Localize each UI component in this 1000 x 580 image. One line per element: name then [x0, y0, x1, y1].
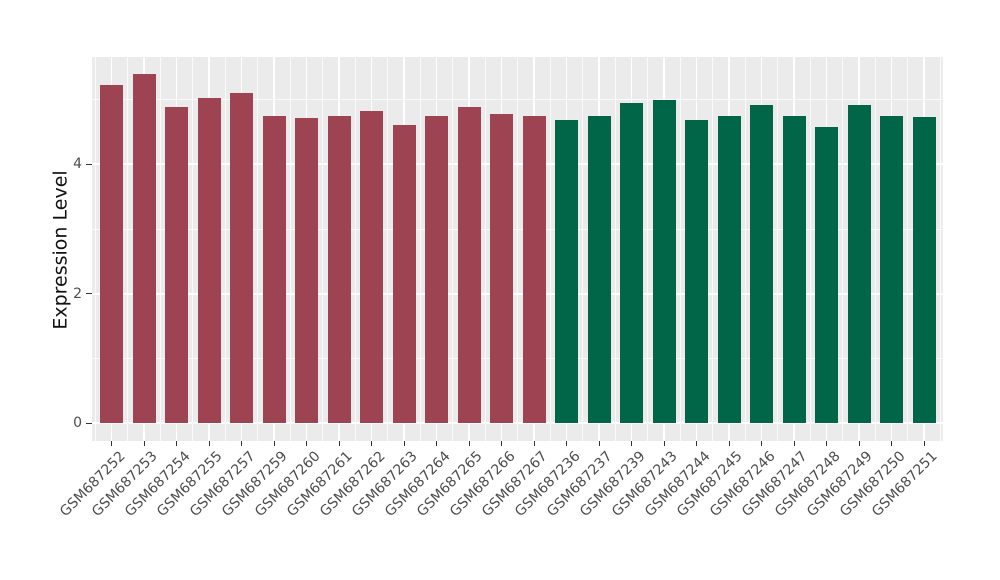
x-axis-tick — [176, 441, 178, 446]
bar-GSM687244 — [685, 120, 709, 424]
horizontal-minor-gridline — [92, 358, 943, 360]
x-axis-tick — [241, 441, 243, 446]
vertical-minor-gridline — [452, 57, 454, 441]
x-axis-tick — [598, 441, 600, 446]
x-axis-tick — [371, 441, 373, 446]
vertical-minor-gridline — [647, 57, 649, 441]
vertical-minor-gridline — [484, 57, 486, 441]
bar-GSM687265 — [457, 106, 481, 424]
y-tick-label: 2 — [73, 285, 82, 302]
vertical-minor-gridline — [712, 57, 714, 441]
bar-GSM687257 — [230, 93, 254, 424]
y-tick-label: 0 — [73, 415, 82, 432]
x-axis-tick — [891, 441, 893, 446]
x-axis-tick — [111, 441, 113, 446]
vertical-minor-gridline — [907, 57, 909, 441]
bar-GSM687267 — [522, 115, 546, 424]
vertical-minor-gridline — [517, 57, 519, 441]
bar-GSM687252 — [100, 85, 124, 424]
bar-GSM687249 — [847, 104, 871, 424]
vertical-minor-gridline — [257, 57, 259, 441]
x-axis-tick — [631, 441, 633, 446]
x-axis-tick — [923, 441, 925, 446]
vertical-minor-gridline — [289, 57, 291, 441]
vertical-minor-gridline — [322, 57, 324, 441]
x-axis-tick — [468, 441, 470, 446]
y-axis-tick — [86, 422, 92, 424]
x-axis-tick — [403, 441, 405, 446]
x-axis-tick — [533, 441, 535, 446]
bar-GSM687266 — [490, 114, 514, 424]
bar-GSM687261 — [327, 115, 351, 424]
vertical-minor-gridline — [419, 57, 421, 441]
x-axis-tick — [858, 441, 860, 446]
x-axis-tick — [143, 441, 145, 446]
x-axis-tick — [761, 441, 763, 446]
x-axis-tick — [338, 441, 340, 446]
bar-GSM687251 — [912, 117, 936, 424]
bar-GSM687239 — [620, 103, 644, 424]
x-axis-tick — [696, 441, 698, 446]
vertical-minor-gridline — [192, 57, 194, 441]
horizontal-minor-gridline — [92, 228, 943, 230]
vertical-minor-gridline — [387, 57, 389, 441]
x-axis-tick — [793, 441, 795, 446]
horizontal-major-gridline — [92, 422, 943, 425]
horizontal-minor-gridline — [92, 99, 943, 101]
vertical-minor-gridline — [224, 57, 226, 441]
x-axis-tick — [663, 441, 665, 446]
horizontal-major-gridline — [92, 292, 943, 295]
bar-GSM687254 — [165, 106, 189, 424]
bar-GSM687237 — [587, 116, 611, 424]
x-axis-tick — [208, 441, 210, 446]
x-axis-tick — [566, 441, 568, 446]
vertical-minor-gridline — [874, 57, 876, 441]
x-axis-tick — [306, 441, 308, 446]
bar-GSM687253 — [132, 73, 156, 424]
x-axis-tick — [273, 441, 275, 446]
vertical-minor-gridline — [614, 57, 616, 441]
plot-panel — [92, 57, 943, 441]
vertical-minor-gridline — [354, 57, 356, 441]
vertical-minor-gridline — [159, 57, 161, 441]
x-axis-tick — [501, 441, 503, 446]
bar-GSM687243 — [652, 99, 676, 424]
bar-GSM687264 — [425, 115, 449, 424]
bar-GSM687248 — [815, 127, 839, 424]
vertical-minor-gridline — [127, 57, 129, 441]
vertical-minor-gridline — [582, 57, 584, 441]
bar-GSM687263 — [392, 125, 416, 424]
bar-GSM687247 — [782, 116, 806, 424]
y-axis-title: Expression Level — [49, 170, 72, 330]
bar-GSM687259 — [262, 115, 286, 424]
vertical-minor-gridline — [842, 57, 844, 441]
x-axis-tick — [728, 441, 730, 446]
vertical-minor-gridline — [744, 57, 746, 441]
vertical-minor-gridline — [679, 57, 681, 441]
vertical-minor-gridline — [94, 57, 96, 441]
bar-GSM687250 — [880, 116, 904, 424]
x-axis-tick — [826, 441, 828, 446]
y-tick-label: 4 — [73, 156, 82, 173]
vertical-minor-gridline — [777, 57, 779, 441]
bar-GSM687255 — [197, 98, 221, 424]
bar-GSM687262 — [360, 110, 384, 424]
bar-GSM687236 — [555, 120, 579, 424]
vertical-minor-gridline — [939, 57, 941, 441]
horizontal-major-gridline — [92, 163, 943, 166]
x-axis-tick — [436, 441, 438, 446]
bar-GSM687245 — [717, 116, 741, 424]
bar-GSM687246 — [750, 104, 774, 424]
vertical-minor-gridline — [549, 57, 551, 441]
y-axis-tick — [86, 163, 92, 165]
y-axis-tick — [86, 293, 92, 295]
bar-GSM687260 — [295, 117, 319, 424]
vertical-minor-gridline — [809, 57, 811, 441]
